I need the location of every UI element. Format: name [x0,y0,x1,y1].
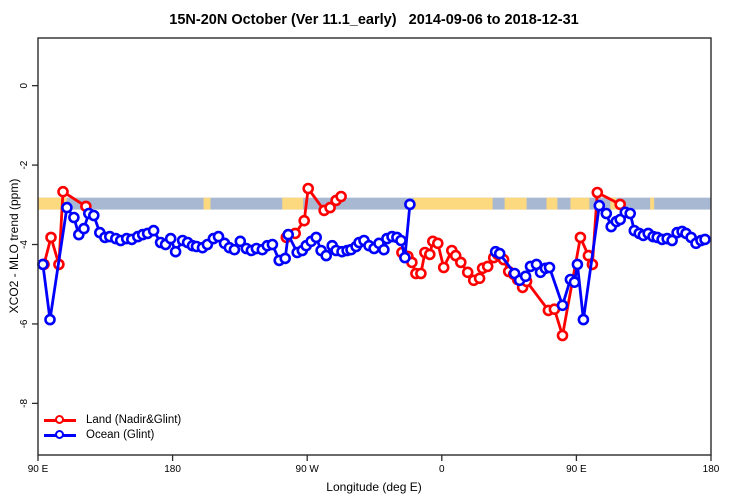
land-series-marker-icon [44,415,76,425]
land-series-point [461,266,474,279]
land-series-point [454,256,467,269]
y-tick-label: -6 [19,319,30,328]
ocean-series-point [378,243,390,256]
band-highlight [610,197,617,210]
ocean-series-point [493,247,506,260]
land-series-point [481,260,494,273]
ocean-series-point [164,232,177,245]
ocean-series-point [279,252,292,265]
land-series-point [302,182,315,195]
land-series-point [591,186,604,199]
ocean-series-point [399,251,411,264]
legend-label-ocean: Ocean (Glint) [86,429,155,441]
land-series-point [298,214,311,227]
band-highlight [413,197,493,210]
ocean-series-point [44,313,56,326]
legend-item-land: Land (Nadir&Glint) [44,413,181,427]
ocean-series-point [147,224,160,237]
ocean-series-point [320,249,333,262]
ocean-series-marker-icon [44,430,76,440]
x-tick-label: 90 E [566,464,587,475]
ocean-series-point [577,313,590,326]
band-highlight [504,197,527,210]
y-tick-label: 0 [19,82,30,88]
x-tick-label: 90 E [28,464,49,475]
land-series-point [574,231,587,244]
ocean-series-point [310,231,323,244]
ocean-series-point [666,234,678,247]
y-tick-label: -8 [19,398,30,407]
land-series-point [423,248,436,261]
ocean-series-point [571,258,584,271]
band-highlight [650,197,655,210]
ocean-series-point [519,270,532,283]
y-axis-label: XCO2 - MLO trend (ppm) [7,178,21,314]
band-highlight [546,197,558,210]
legend: Land (Nadir&Glint) Ocean (Glint) [44,413,181,443]
land-series-point [324,201,336,214]
land-series-point [614,198,627,211]
ocean-series-point [169,245,182,258]
ocean-series-point [624,207,637,220]
y-tick-label: -4 [19,240,30,249]
land-series-point [335,190,347,203]
land-series-point [437,261,450,274]
land-series-point [57,185,69,198]
ocean-series-point [593,199,606,212]
reference-band [38,197,711,210]
band-highlight [203,197,211,210]
ocean-series-point [266,238,279,251]
x-tick-label: 180 [703,464,720,475]
ocean-series-point [68,211,80,224]
ocean-series-point [61,201,73,214]
ocean-series-point [600,207,613,220]
x-tick-label: 90 W [296,464,320,475]
chart-title: 15N-20N October (Ver 11.1_early) 2014-09… [169,12,579,28]
x-tick-label: 0 [439,464,445,475]
ocean-series-point [543,261,556,274]
ocean-series-point [568,276,581,289]
x-axis-label: Longitude (deg E) [326,480,422,494]
ocean-series-point [282,228,295,241]
ocean-series-point [212,230,225,243]
land-series-point [556,329,569,342]
ocean-series-point [78,222,90,235]
land-series-point [415,267,427,280]
ocean-series-point [699,233,711,246]
plot-border [37,37,712,456]
band-highlight [570,197,590,210]
land-series-point [431,237,444,250]
ocean-series-point [395,234,407,247]
x-tick-label: 180 [164,464,181,475]
band-highlight [282,197,304,210]
ocean-series-point [88,209,100,222]
ocean-series-line [41,204,412,322]
ocean-series-point [556,299,569,312]
ocean-series-point [37,258,49,271]
legend-label-land: Land (Nadir&Glint) [86,414,182,426]
band-highlight [38,197,67,210]
ocean-series-point [404,198,416,211]
y-tick-label: -2 [19,160,30,169]
ocean-series-point [228,243,241,256]
land-series-point [45,231,57,244]
land-series-point [473,272,486,285]
legend-item-ocean: Ocean (Glint) [44,428,181,442]
ocean-series-point [234,235,247,248]
